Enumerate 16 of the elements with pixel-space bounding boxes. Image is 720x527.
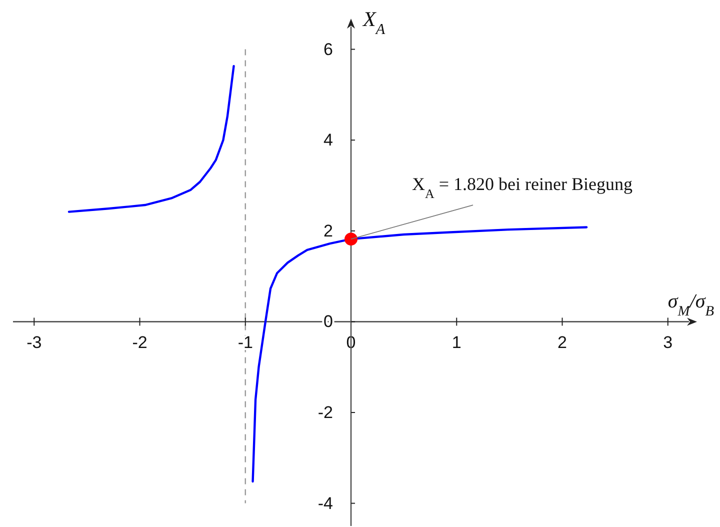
annotation: X$_{A}$ = 1.820 bei reiner Biegung — [412, 174, 632, 201]
line-series — [252, 226, 588, 483]
y-tick-label: -2 — [318, 402, 333, 422]
x-tick-label: -1 — [238, 332, 253, 352]
x-axis-title: σ$_{M}$/σ$_{B}$ — [668, 290, 714, 320]
x-tick-label: 1 — [452, 332, 462, 352]
y-tick-label: 2 — [324, 221, 333, 240]
y-tick-label: 6 — [324, 40, 333, 59]
y-tick-label: -4 — [318, 494, 333, 513]
y-tick-label: 4 — [324, 130, 333, 150]
x-tick-label: -3 — [26, 332, 42, 352]
x-tick-label: -2 — [132, 332, 148, 352]
x-tick-label: 3 — [663, 332, 673, 352]
line-series — [68, 65, 235, 213]
x-tick-label: 2 — [558, 332, 567, 352]
y-axis-title: X$_{A}$ — [362, 7, 386, 38]
